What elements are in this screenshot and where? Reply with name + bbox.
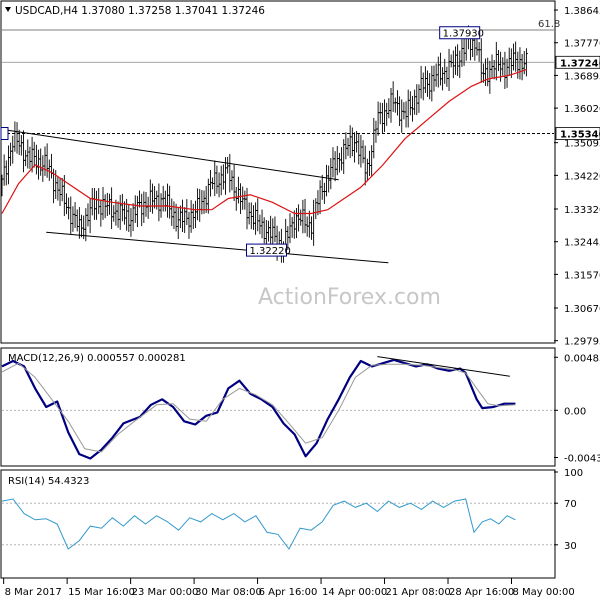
price-y-tick-label: 1.38645	[564, 6, 600, 17]
x-tick-label: 23 Mar 00:00	[132, 587, 199, 598]
price-y-tick-label: 1.31570	[564, 270, 600, 281]
macd-label: MACD(12,26,9) 0.000557 0.000281	[8, 353, 186, 364]
price-y-tick-label: 1.36020	[564, 104, 600, 115]
rsi-y-tick-label: 30	[564, 541, 577, 552]
x-tick-label: 6 Apr 16:00	[259, 587, 318, 598]
price-y-tick-label: 1.33320	[564, 205, 600, 216]
rsi-y-tick-label: 100	[564, 468, 583, 479]
x-tick-label: 8 Mar 2017	[5, 587, 62, 598]
support-left-marker	[1, 128, 8, 140]
price-y-tick-label: 1.29795	[564, 337, 600, 348]
x-tick-label: 30 Mar 08:00	[195, 587, 262, 598]
macd-y-tick-label: 0.004836	[564, 353, 600, 364]
support-level-price-label: 1.35340	[560, 130, 600, 141]
rsi-y-tick-label: 70	[564, 499, 577, 510]
last-price-label: 1.37246	[560, 58, 600, 69]
chart-header: USDCAD,H4 1.37080 1.37258 1.37041 1.3724…	[15, 5, 265, 17]
price-y-tick-label: 1.37770	[564, 39, 600, 50]
macd-y-tick-label: 0.00	[564, 406, 586, 417]
price-y-tick-label: 1.32445	[564, 238, 600, 249]
x-tick-label: 15 Mar 16:00	[68, 587, 135, 598]
x-tick-label: 28 Apr 16:00	[449, 587, 514, 598]
x-tick-label: 8 May 00:00	[512, 587, 574, 598]
x-tick-label: 21 Apr 08:00	[386, 587, 451, 598]
price-y-tick-label: 1.36895	[564, 71, 600, 82]
watermark: ActionForex.com	[258, 285, 441, 310]
price-annotation-label: 1.37930	[443, 29, 484, 40]
fib-level-label: 61.8	[538, 19, 560, 30]
price-y-tick-label: 1.30670	[564, 304, 600, 315]
macd-y-tick-label: -0.004307	[564, 453, 600, 464]
x-tick-label: 14 Apr 00:00	[322, 587, 387, 598]
price-annotation-label: 1.32220	[249, 246, 290, 257]
price-y-tick-label: 1.34220	[564, 171, 600, 182]
rsi-label: RSI(14) 54.4323	[8, 476, 89, 487]
